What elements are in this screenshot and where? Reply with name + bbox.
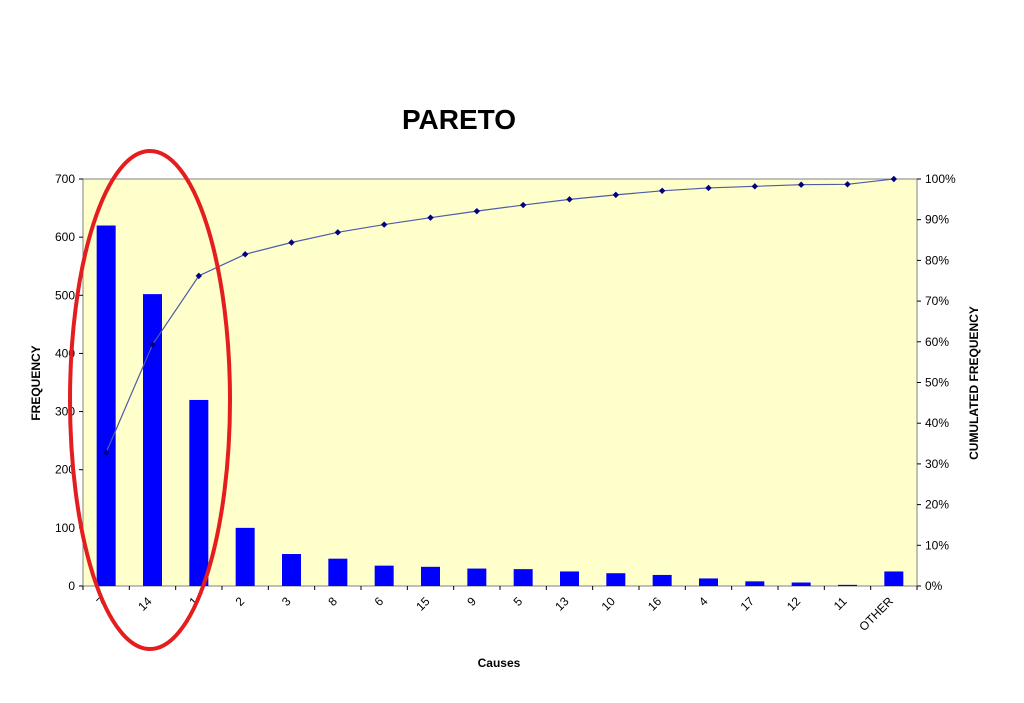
bar-9 — [467, 568, 487, 586]
cumulative-point-13 — [566, 196, 573, 203]
y2-tick-label: 50% — [925, 376, 949, 390]
bar-OTHER — [884, 571, 904, 586]
cumulative-point-11 — [844, 181, 851, 188]
y-tick-label: 100 — [55, 521, 75, 535]
y2-tick-label: 20% — [925, 498, 949, 512]
y2-tick-label: 90% — [925, 213, 949, 227]
y-tick-label: 0 — [68, 579, 75, 593]
y2-tick-label: 10% — [925, 538, 949, 552]
bar-10 — [606, 573, 626, 586]
bar-17 — [745, 581, 765, 586]
chart-title: PARETO — [402, 104, 516, 135]
cumulative-point-10 — [612, 191, 620, 199]
bar-5 — [513, 569, 533, 586]
bar-14 — [143, 294, 162, 586]
bar-8 — [328, 558, 348, 586]
cumulative-point-OTHER — [890, 175, 898, 183]
cumulative-point-9 — [473, 207, 481, 215]
y2-tick-label: 40% — [925, 416, 949, 430]
bar-3 — [282, 554, 301, 586]
cumulative-point-7 — [102, 449, 110, 456]
y-tick-label: 500 — [55, 288, 75, 302]
x-axis-label: Causes — [478, 656, 521, 670]
y-tick-label: 600 — [55, 230, 75, 244]
highlight-ellipse — [68, 149, 232, 651]
cumulative-point-14 — [149, 341, 156, 348]
cumulative-point-3 — [288, 239, 295, 246]
y2-tick-label: 80% — [925, 253, 949, 267]
bar-15 — [421, 566, 440, 586]
y2-tick-label: 0% — [925, 579, 943, 593]
cumulative-point-16 — [658, 187, 666, 195]
bar-7 — [96, 225, 116, 586]
cumulative-point-6 — [380, 221, 388, 228]
bar-16 — [652, 574, 672, 586]
y2-axis-label: CUMULATED FREQUENCY — [967, 306, 981, 460]
y2-tick-label: 30% — [925, 457, 949, 471]
bar-6 — [374, 565, 394, 586]
bar-13 — [560, 571, 579, 586]
y2-tick-label: 100% — [925, 172, 956, 186]
bar-4 — [699, 578, 718, 586]
cumulative-point-12 — [797, 181, 805, 188]
cumulative-point-17 — [751, 183, 759, 190]
cumulative-point-1 — [195, 272, 203, 280]
bar-12 — [791, 582, 811, 586]
y2-tick-label: 70% — [925, 294, 949, 308]
cumulative-line-series — [102, 175, 898, 456]
cumulative-point-5 — [519, 201, 527, 209]
y-tick-label: 200 — [55, 463, 75, 477]
bar-series — [96, 225, 904, 586]
y-tick-label: 300 — [55, 405, 75, 419]
bar-11 — [838, 584, 857, 586]
right-axis: 0% 10% 20% 30% 40% 50% 60% 70% 80% 90% 100% — [917, 172, 956, 593]
cumulative-point-4 — [705, 184, 712, 192]
cumulative-point-15 — [427, 214, 434, 221]
cumulative-point-8 — [334, 229, 342, 236]
cumulative-point-2 — [241, 251, 249, 258]
y-axis-label: FREQUENCY — [29, 345, 43, 420]
y2-tick-label: 60% — [925, 335, 949, 349]
bar-2 — [235, 527, 255, 586]
cumulative-line — [105, 178, 894, 453]
bar-1 — [189, 399, 209, 586]
y-tick-label: 700 — [55, 172, 75, 186]
